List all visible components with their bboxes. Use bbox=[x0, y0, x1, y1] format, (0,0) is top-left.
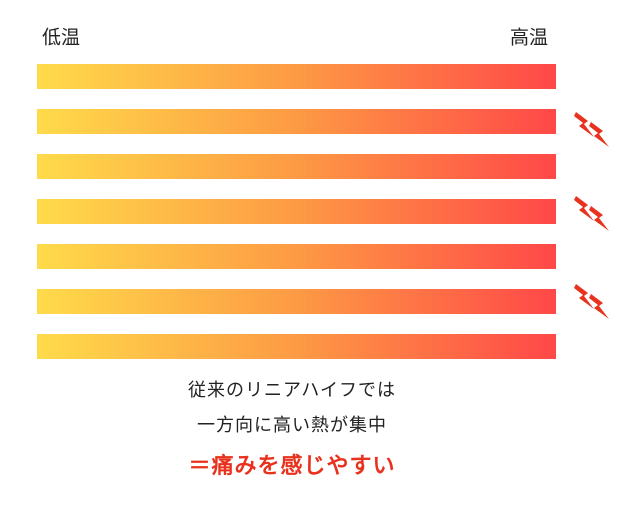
caption-emphasis: ＝痛みを感じやすい bbox=[188, 453, 395, 479]
high-temp-label: 高温 bbox=[510, 27, 548, 49]
pain-icon bbox=[574, 112, 609, 147]
heat-bar bbox=[37, 64, 556, 89]
heat-bar bbox=[37, 244, 556, 269]
caption-line: 従来のリニアハイフでは bbox=[188, 380, 396, 401]
heat-bar bbox=[37, 289, 556, 314]
pain-icon bbox=[574, 196, 609, 231]
heat-bar bbox=[37, 109, 556, 134]
heat-bar bbox=[37, 199, 556, 224]
low-temp-label: 低温 bbox=[42, 27, 80, 49]
caption-line: 一方向に高い熱が集中 bbox=[197, 415, 387, 436]
heat-bar bbox=[37, 154, 556, 179]
pain-icon bbox=[574, 284, 609, 319]
heat-bars bbox=[37, 64, 556, 359]
heat-bar bbox=[37, 334, 556, 359]
